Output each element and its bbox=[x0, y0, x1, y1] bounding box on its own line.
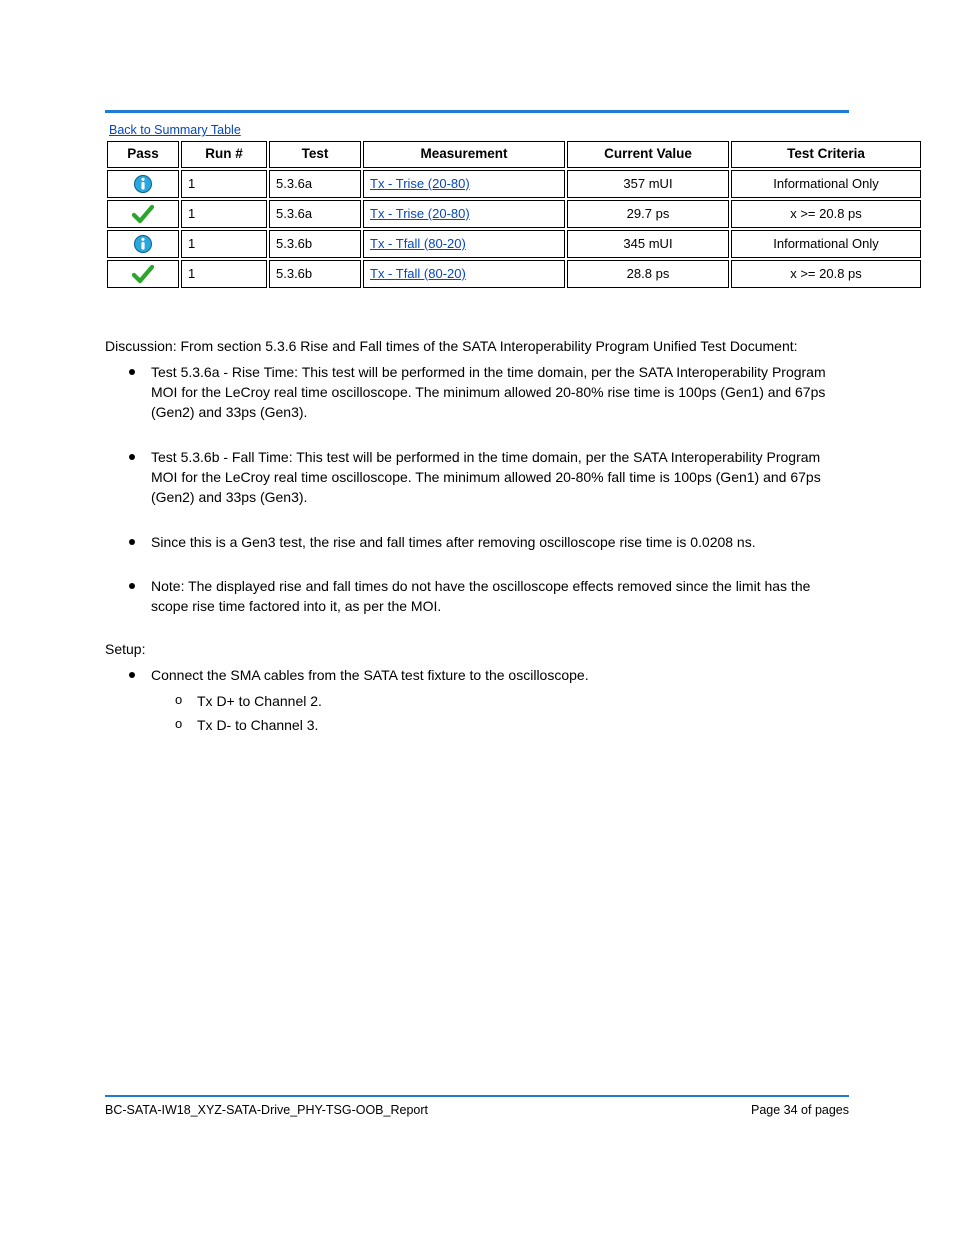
measurement-link[interactable]: Tx - Tfall (80-20) bbox=[370, 266, 466, 281]
cell-pass bbox=[107, 260, 179, 288]
cell-criteria: Informational Only bbox=[731, 170, 921, 198]
cell-run: 1 bbox=[181, 230, 267, 258]
table-row: 15.3.6b Tx - Tfall (80-20) 345 mUIInformat… bbox=[107, 230, 921, 258]
table-header-row: Pass Run # Test Measurement Current Valu… bbox=[107, 141, 921, 168]
cell-pass bbox=[107, 200, 179, 228]
cell-run: 1 bbox=[181, 200, 267, 228]
footer-right: Page 34 of pages bbox=[751, 1103, 849, 1117]
cell-value: 345 mUI bbox=[567, 230, 729, 258]
cell-measurement: Tx - Tfall (80-20) bbox=[363, 260, 565, 288]
cell-criteria: x >= 20.8 ps bbox=[731, 200, 921, 228]
discussion-item: Test 5.3.6b - Fall Time: This test will … bbox=[105, 447, 849, 508]
cell-criteria: Informational Only bbox=[731, 230, 921, 258]
cell-value: 28.8 ps bbox=[567, 260, 729, 288]
cell-run: 1 bbox=[181, 260, 267, 288]
setup-item: Connect the SMA cables from the SATA tes… bbox=[105, 665, 849, 736]
cell-run: 1 bbox=[181, 170, 267, 198]
cell-pass bbox=[107, 230, 179, 258]
check-icon bbox=[132, 264, 154, 284]
table-row: 15.3.6b Tx - Tfall (80-20) 28.8 psx >= 20.… bbox=[107, 260, 921, 288]
measurement-link[interactable]: Tx - Trise (20-80) bbox=[370, 176, 470, 191]
col-header-criteria: Test Criteria bbox=[731, 141, 921, 168]
table-row: 15.3.6a Tx - Trise (20-80) 29.7 psx >= 20.… bbox=[107, 200, 921, 228]
col-header-pass: Pass bbox=[107, 141, 179, 168]
discussion-item: Since this is a Gen3 test, the rise and … bbox=[105, 532, 849, 552]
setup-item-text: Connect the SMA cables from the SATA tes… bbox=[151, 667, 589, 683]
setup-title: Setup: bbox=[105, 641, 849, 657]
col-header-run: Run # bbox=[181, 141, 267, 168]
cell-pass bbox=[107, 170, 179, 198]
discussion-item: Note: The displayed rise and fall times … bbox=[105, 576, 849, 617]
bottom-divider bbox=[105, 1095, 849, 1097]
measurement-link[interactable]: Tx - Trise (20-80) bbox=[370, 206, 470, 221]
cell-test: 5.3.6a bbox=[269, 200, 361, 228]
col-header-measurement: Measurement bbox=[363, 141, 565, 168]
cell-measurement: Tx - Trise (20-80) bbox=[363, 170, 565, 198]
cell-measurement: Tx - Tfall (80-20) bbox=[363, 230, 565, 258]
cell-value: 357 mUI bbox=[567, 170, 729, 198]
cell-value: 29.7 ps bbox=[567, 200, 729, 228]
setup-sub-item: Tx D- to Channel 3. bbox=[151, 715, 849, 735]
setup-list: Connect the SMA cables from the SATA tes… bbox=[105, 665, 849, 736]
col-header-value: Current Value bbox=[567, 141, 729, 168]
cell-criteria: x >= 20.8 ps bbox=[731, 260, 921, 288]
page-footer: BC-SATA-IW18_XYZ-SATA-Drive_PHY-TSG-OOB_… bbox=[105, 1103, 849, 1117]
info-icon bbox=[133, 174, 153, 194]
results-table: Pass Run # Test Measurement Current Valu… bbox=[105, 139, 923, 290]
setup-sub-list: Tx D+ to Channel 2. Tx D- to Channel 3. bbox=[151, 691, 849, 736]
setup-sub-item: Tx D+ to Channel 2. bbox=[151, 691, 849, 711]
table-row: 15.3.6a Tx - Trise (20-80) 357 mUIInformat… bbox=[107, 170, 921, 198]
back-link[interactable]: Back to Summary Table bbox=[109, 123, 241, 137]
cell-test: 5.3.6b bbox=[269, 230, 361, 258]
cell-measurement: Tx - Trise (20-80) bbox=[363, 200, 565, 228]
discussion-title: Discussion: From section 5.3.6 Rise and … bbox=[105, 338, 849, 354]
footer-left: BC-SATA-IW18_XYZ-SATA-Drive_PHY-TSG-OOB_… bbox=[105, 1103, 428, 1117]
top-divider bbox=[105, 110, 849, 113]
info-icon bbox=[133, 234, 153, 254]
cell-test: 5.3.6a bbox=[269, 170, 361, 198]
col-header-test: Test bbox=[269, 141, 361, 168]
cell-test: 5.3.6b bbox=[269, 260, 361, 288]
discussion-list: Test 5.3.6a - Rise Time: This test will … bbox=[105, 362, 849, 617]
measurement-link[interactable]: Tx - Tfall (80-20) bbox=[370, 236, 466, 251]
check-icon bbox=[132, 204, 154, 224]
discussion-item: Test 5.3.6a - Rise Time: This test will … bbox=[105, 362, 849, 423]
